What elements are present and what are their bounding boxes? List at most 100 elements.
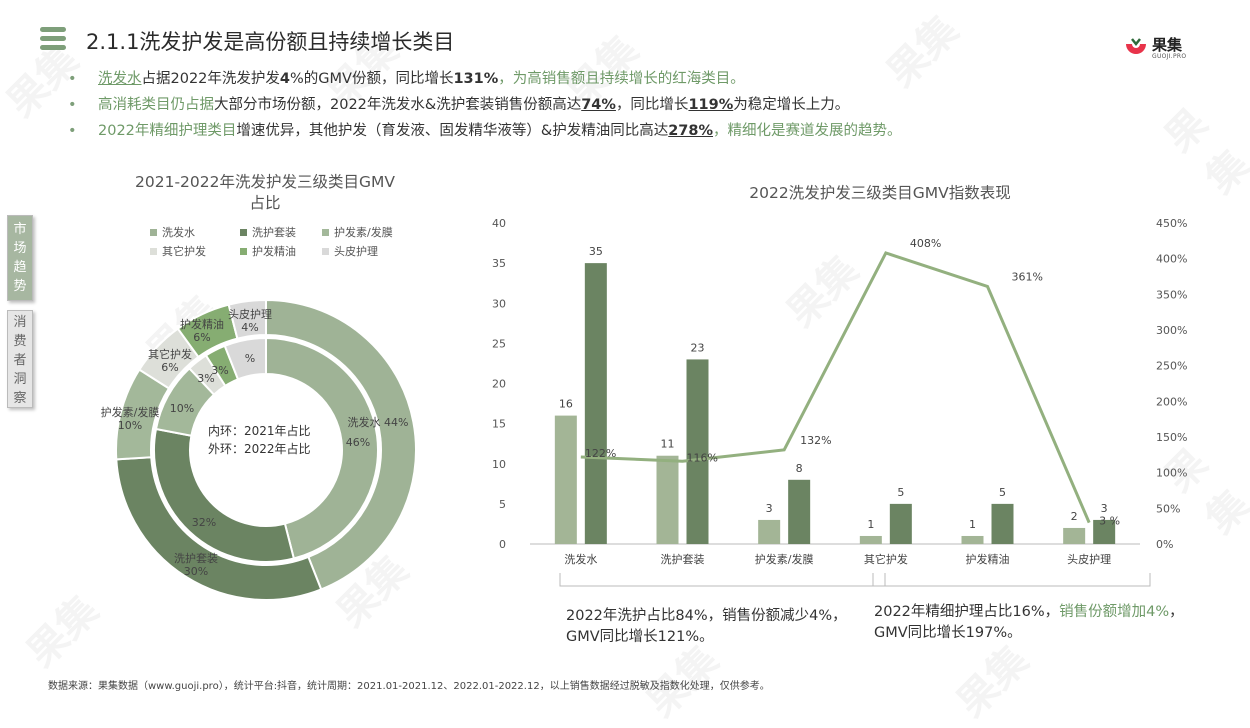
x-tick-label: 洗护套装 xyxy=(661,552,705,566)
growth-line xyxy=(580,251,1091,524)
bullet-segment: 增速优异，其他护发（育发液、固发精华液等）&护发精油同比高达 xyxy=(236,123,669,139)
y-tick-label: 15 xyxy=(492,418,506,431)
legend-swatch xyxy=(150,248,157,255)
x-tick-label: 护发素/发膜 xyxy=(755,552,814,566)
y2-tick-label: 100% xyxy=(1156,467,1187,480)
donut-label: 32% xyxy=(192,516,216,529)
x-tick-label: 护发精油 xyxy=(966,552,1010,566)
page-title: 2.1.1洗发护发是高份额且持续增长类目 xyxy=(86,30,455,54)
donut-chart-title: 2021-2022年洗发护发三级类目GMV 占比 xyxy=(110,172,420,214)
y2-tick-label: 250% xyxy=(1156,360,1187,373)
y2-tick-label: 0% xyxy=(1156,538,1173,551)
side-tab-market-trend[interactable]: 市场趋势 xyxy=(7,215,33,301)
bar-2021 xyxy=(554,415,577,544)
bullet-segment: ，精细化是赛道发展的趋势。 xyxy=(713,123,902,139)
bar-value-label: 3 xyxy=(766,502,773,515)
bracket-right xyxy=(872,573,1151,587)
growth-value-label: 132% xyxy=(800,434,831,447)
legend-swatch xyxy=(322,248,329,255)
donut-label: 头皮护理 4% xyxy=(228,307,272,334)
y-tick-label: 20 xyxy=(492,378,506,391)
donut-label: % xyxy=(245,352,255,365)
donut-title-line1: 2021-2022年洗发护发三级类目GMV xyxy=(135,173,395,191)
donut-slice xyxy=(265,298,417,591)
summary-bullets: 洗发水占据2022年洗发护发4%的GMV份额，同比增长131%，为高销售额且持续… xyxy=(66,66,1216,144)
donut-label: 洗护套装 30% xyxy=(174,551,218,578)
side-tab-consumer-insight[interactable]: 消费者洞察 xyxy=(7,310,33,408)
menu-icon[interactable] xyxy=(40,27,66,54)
legend-label: 洗发水 xyxy=(162,225,195,239)
bar-chart: 05101520253035400%50%100%150%200%250%300… xyxy=(492,217,1187,566)
growth-value-label: 116% xyxy=(687,451,718,464)
bullet-segment: 119% xyxy=(688,97,734,113)
watermark-text: 果集 xyxy=(18,587,108,677)
logo-name: 果集 xyxy=(1152,36,1183,54)
bar-2021 xyxy=(961,535,984,544)
x-tick-label: 洗发水 xyxy=(564,552,597,566)
note-fine-care-prefix: 2022年精细护理占比16%， xyxy=(874,604,1060,620)
bar-value-label: 3 xyxy=(1101,502,1108,515)
y2-tick-label: 450% xyxy=(1156,217,1187,230)
donut-label: 3% xyxy=(197,372,214,385)
bullet-segment: ，为高销售额且持续增长的红海类目。 xyxy=(498,71,745,87)
note-fine-care: 2022年精细护理占比16%，销售份额增加4%，GMV同比增长197%。 xyxy=(874,602,1194,644)
y-tick-label: 35 xyxy=(492,257,506,270)
bar-value-label: 1 xyxy=(969,518,976,531)
bracket-left xyxy=(559,573,886,587)
note-fine-care-highlight: 销售份额增加4% xyxy=(1059,604,1170,620)
y2-tick-label: 400% xyxy=(1156,253,1187,266)
donut-label: 护发精油 6% xyxy=(180,317,224,344)
y2-tick-label: 200% xyxy=(1156,395,1187,408)
growth-value-label: 3 % xyxy=(1099,515,1120,528)
bullet-item: 高消耗类目仍占据大部分市场份额，2022年洗发水&洗护套装销售份额高达74%，同… xyxy=(66,92,1216,118)
bar-2021 xyxy=(1063,527,1086,544)
growth-value-label: 408% xyxy=(910,237,941,250)
bar-2022 xyxy=(788,479,811,544)
donut-label: 洗发水 44% xyxy=(348,415,409,429)
bar-value-label: 23 xyxy=(691,341,705,354)
side-tab-label: 市场趋势 xyxy=(13,222,27,294)
y-tick-label: 25 xyxy=(492,337,506,350)
bar-value-label: 5 xyxy=(897,486,904,499)
bar-value-label: 1 xyxy=(867,518,874,531)
bullet-segment: 131% xyxy=(453,71,499,87)
bar-2022 xyxy=(991,503,1014,544)
bar-value-label: 16 xyxy=(559,398,573,411)
donut-center-outer-note: 外环：2022年占比 xyxy=(208,441,311,456)
bullet-segment: 278% xyxy=(668,123,714,139)
y-tick-label: 5 xyxy=(499,498,506,511)
bar-value-label: 11 xyxy=(661,438,675,451)
y2-tick-label: 300% xyxy=(1156,324,1187,337)
bullet-segment: 高消耗类目仍占据 xyxy=(98,97,214,113)
donut-label: 10% xyxy=(170,402,194,415)
bar-2022 xyxy=(686,359,709,544)
side-tab-label: 消费者洞察 xyxy=(13,315,27,406)
donut-label: 3% xyxy=(211,364,228,377)
y2-tick-label: 50% xyxy=(1156,502,1180,515)
legend-label: 护发素/发膜 xyxy=(334,225,393,239)
note-fine-care-suffix: ，GMV同比增长197%。 xyxy=(874,604,1184,641)
donut-center-inner-note: 内环：2021年占比 xyxy=(208,423,311,438)
legend-swatch xyxy=(322,229,329,236)
bar-value-label: 2 xyxy=(1071,510,1078,523)
donut-slice xyxy=(227,298,267,340)
bullet-segment: ，同比增长 xyxy=(615,97,689,113)
bullet-segment: 4 xyxy=(279,71,290,87)
bullet-item: 2022年精细护理类目增速优异，其他护发（育发液、固发精华液等）&护发精油同比高… xyxy=(66,118,1216,144)
donut-title-line2: 占比 xyxy=(249,194,281,212)
donut-label: 46% xyxy=(346,436,370,449)
category-brackets xyxy=(559,573,1151,587)
bar-2021 xyxy=(656,455,679,544)
legend-label: 头皮护理 xyxy=(334,244,378,258)
y-tick-label: 0 xyxy=(499,538,506,551)
y-tick-label: 10 xyxy=(492,458,506,471)
donut-slice xyxy=(265,336,379,560)
y2-tick-label: 150% xyxy=(1156,431,1187,444)
bullet-segment: 洗发水 xyxy=(98,71,142,87)
bar-value-label: 35 xyxy=(589,245,603,258)
legend-label: 护发精油 xyxy=(252,244,296,258)
watermark-text: 果集 xyxy=(948,637,1038,727)
bar-value-label: 8 xyxy=(796,462,803,475)
donut-label: 护发素/发膜 10% xyxy=(101,405,160,432)
